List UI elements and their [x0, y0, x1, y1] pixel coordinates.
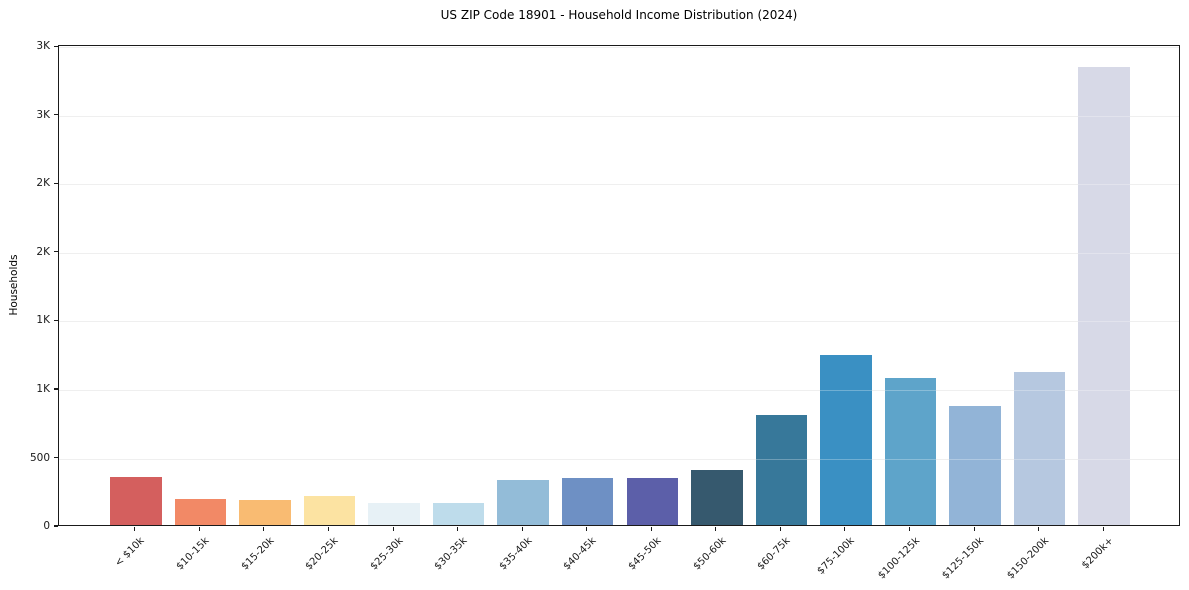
x-tick-label-200k: $200k+ — [1079, 535, 1116, 572]
x-tick-mark-4 — [392, 527, 394, 531]
bar-200k — [1078, 67, 1130, 525]
x-tick-label-60-75k: $60-75k — [755, 535, 793, 573]
chart-title: US ZIP Code 18901 - Household Income Dis… — [440, 8, 798, 22]
y-tick-label-2500: 2K — [36, 177, 50, 190]
y-tick-label-1500: 1K — [36, 314, 50, 327]
y-tick-mark-2000 — [54, 251, 58, 253]
x-tick-mark-14 — [1038, 527, 1040, 531]
gridline-overlay-500 — [59, 458, 1179, 460]
x-tick-label-150-200k: $150-200k — [1004, 535, 1051, 582]
x-tick-label-15-20k: $15-20k — [239, 535, 277, 573]
y-tick-mark-500 — [54, 456, 58, 459]
gridline-overlay-3000 — [59, 115, 1179, 117]
bar-40-45k — [561, 478, 614, 525]
bar-45-50k — [626, 478, 679, 525]
x-tick-mark-5 — [457, 527, 459, 531]
x-tick-label-100-125k: $100-125k — [875, 535, 922, 582]
gridline-3500 — [59, 47, 1179, 49]
x-tick-mark-11 — [844, 527, 846, 531]
bar-75-100k — [820, 355, 872, 525]
gridline-1000 — [59, 390, 1179, 391]
x-tick-mark-13 — [973, 527, 975, 531]
bar-60-75k — [755, 415, 808, 525]
gridline-2000 — [59, 252, 1179, 254]
y-tick-label-2000: 2K — [36, 245, 50, 258]
y-tick-label-0: 0 — [43, 520, 50, 532]
x-tick-label-40-45k: $40-45k — [561, 535, 599, 573]
gridline-overlay-3500 — [59, 47, 1179, 49]
x-tick-label-45-50k: $45-50k — [626, 535, 664, 573]
x-tick-mark-15 — [1102, 527, 1104, 531]
y-tick-label-3000: 3K — [36, 108, 50, 121]
x-tick-label-10k: < $10k — [113, 535, 147, 569]
y-tick-label-1000: 1K — [36, 383, 50, 395]
bar-150-200k — [1013, 372, 1066, 525]
gridline-overlay-1500 — [59, 321, 1179, 323]
bar-10-15k — [174, 499, 227, 525]
x-tick-mark-9 — [715, 527, 717, 531]
x-tick-label-10-15k: $10-15k — [174, 535, 212, 573]
x-tick-mark-0 — [134, 527, 136, 531]
x-tick-label-125-150k: $125-150k — [940, 535, 987, 582]
bar-50-60k — [691, 470, 743, 525]
x-tick-mark-2 — [263, 527, 265, 531]
gridline-2500 — [59, 184, 1179, 186]
bar-20-25k — [303, 495, 356, 525]
x-tick-mark-8 — [650, 527, 652, 531]
y-tick-label-3500: 3K — [36, 40, 50, 53]
gridline-overlay-2000 — [59, 252, 1179, 254]
x-tick-mark-10 — [779, 527, 781, 531]
bar-125-150k — [949, 405, 1001, 525]
gridline-500 — [59, 458, 1179, 460]
gridline-overlay-2500 — [59, 184, 1179, 186]
x-tick-mark-6 — [521, 527, 523, 531]
y-tick-mark-3000 — [54, 114, 58, 116]
y-tick-mark-1500 — [54, 319, 58, 321]
x-tick-mark-3 — [327, 527, 330, 531]
x-tick-label-25-30k: $25-30k — [368, 535, 406, 573]
y-tick-label-500: 500 — [29, 451, 50, 464]
gridline-overlay-1000 — [59, 390, 1179, 391]
bar-25-30k — [368, 503, 420, 525]
x-tick-mark-7 — [586, 527, 588, 531]
plot-area — [58, 45, 1180, 526]
bar-100-125k — [884, 378, 937, 525]
bar-35-40k — [497, 479, 549, 525]
x-tick-mark-1 — [198, 527, 200, 531]
x-tick-mark-12 — [908, 527, 911, 531]
x-tick-label-20-25k: $20-25k — [303, 535, 341, 573]
bar-15-20k — [239, 500, 291, 525]
x-tick-label-30-35k: $30-35k — [432, 535, 470, 573]
bar-10k — [110, 477, 162, 525]
x-tick-label-75-100k: $75-100k — [815, 535, 858, 577]
y-tick-mark-3500 — [54, 45, 58, 47]
y-tick-mark-2500 — [54, 182, 58, 184]
gridline-3000 — [59, 115, 1179, 117]
x-tick-label-50-60k: $50-60k — [691, 535, 728, 573]
y-tick-mark-1000 — [54, 388, 58, 390]
y-tick-mark-0 — [54, 525, 58, 527]
x-tick-label-35-40k: $35-40k — [497, 535, 535, 573]
gridline-1500 — [59, 321, 1179, 323]
bar-30-35k — [432, 503, 485, 525]
